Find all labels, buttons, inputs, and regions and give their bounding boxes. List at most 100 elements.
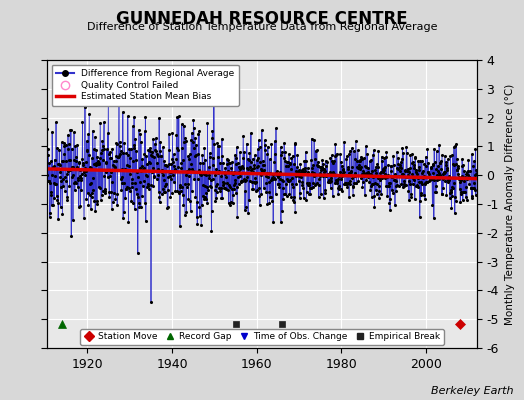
- Point: [431, 166, 440, 172]
- Point: [382, 183, 390, 189]
- Point: [135, 126, 143, 133]
- Point: [222, 180, 231, 186]
- Point: [280, 140, 288, 146]
- Point: [399, 171, 408, 178]
- Point: [392, 188, 400, 194]
- Point: [415, 164, 423, 170]
- Point: [206, 183, 214, 189]
- Point: [244, 210, 252, 216]
- Point: [230, 182, 238, 188]
- Point: [391, 183, 400, 190]
- Point: [313, 180, 321, 186]
- Point: [124, 152, 132, 158]
- Point: [49, 164, 57, 170]
- Point: [54, 200, 63, 206]
- Point: [95, 160, 104, 166]
- Point: [178, 121, 186, 128]
- Point: [70, 180, 79, 186]
- Point: [170, 168, 179, 175]
- Point: [320, 195, 328, 201]
- Point: [154, 172, 162, 178]
- Point: [219, 178, 227, 185]
- Point: [101, 190, 110, 196]
- Point: [286, 161, 294, 167]
- Point: [390, 171, 399, 177]
- Point: [271, 191, 280, 197]
- Point: [364, 174, 372, 181]
- Point: [114, 154, 122, 161]
- Point: [267, 194, 275, 200]
- Point: [401, 168, 409, 174]
- Point: [123, 166, 131, 173]
- Point: [42, 127, 50, 134]
- Point: [113, 191, 122, 198]
- Point: [174, 113, 183, 120]
- Point: [91, 162, 100, 168]
- Point: [218, 195, 226, 201]
- Point: [177, 165, 185, 171]
- Point: [467, 195, 476, 201]
- Point: [178, 145, 186, 151]
- Point: [367, 183, 375, 189]
- Point: [94, 160, 102, 167]
- Point: [205, 172, 213, 179]
- Point: [304, 182, 312, 188]
- Point: [108, 146, 117, 152]
- Point: [164, 174, 172, 180]
- Point: [66, 167, 74, 174]
- Point: [413, 174, 422, 181]
- Point: [282, 162, 290, 169]
- Point: [429, 170, 437, 176]
- Point: [403, 168, 411, 174]
- Point: [160, 158, 169, 164]
- Point: [232, 190, 240, 196]
- Point: [304, 169, 313, 176]
- Point: [470, 180, 478, 186]
- Point: [226, 202, 235, 208]
- Point: [203, 120, 212, 126]
- Point: [311, 156, 319, 162]
- Point: [194, 151, 202, 157]
- Point: [86, 164, 94, 170]
- Point: [388, 174, 397, 180]
- Point: [464, 172, 472, 178]
- Point: [247, 166, 256, 172]
- Point: [277, 218, 285, 225]
- Point: [292, 164, 301, 171]
- Point: [62, 171, 71, 177]
- Point: [257, 191, 266, 197]
- Point: [122, 150, 130, 157]
- Point: [121, 140, 129, 146]
- Point: [133, 191, 141, 198]
- Point: [460, 189, 468, 195]
- Point: [276, 169, 284, 176]
- Point: [188, 166, 196, 172]
- Point: [146, 160, 154, 167]
- Point: [212, 181, 221, 188]
- Point: [360, 170, 368, 177]
- Point: [111, 196, 119, 203]
- Point: [369, 174, 377, 180]
- Point: [214, 143, 223, 150]
- Point: [301, 168, 309, 174]
- Point: [53, 145, 61, 152]
- Point: [152, 135, 160, 142]
- Point: [206, 150, 214, 157]
- Point: [187, 136, 195, 143]
- Point: [97, 147, 106, 154]
- Point: [100, 119, 108, 125]
- Point: [314, 163, 322, 170]
- Point: [390, 173, 398, 180]
- Point: [126, 188, 134, 194]
- Point: [161, 162, 170, 169]
- Point: [419, 175, 427, 181]
- Point: [264, 178, 272, 185]
- Point: [348, 175, 356, 182]
- Point: [96, 197, 105, 204]
- Point: [217, 153, 226, 160]
- Point: [90, 161, 99, 168]
- Point: [245, 150, 254, 156]
- Point: [436, 159, 445, 166]
- Point: [152, 168, 160, 174]
- Point: [199, 182, 208, 189]
